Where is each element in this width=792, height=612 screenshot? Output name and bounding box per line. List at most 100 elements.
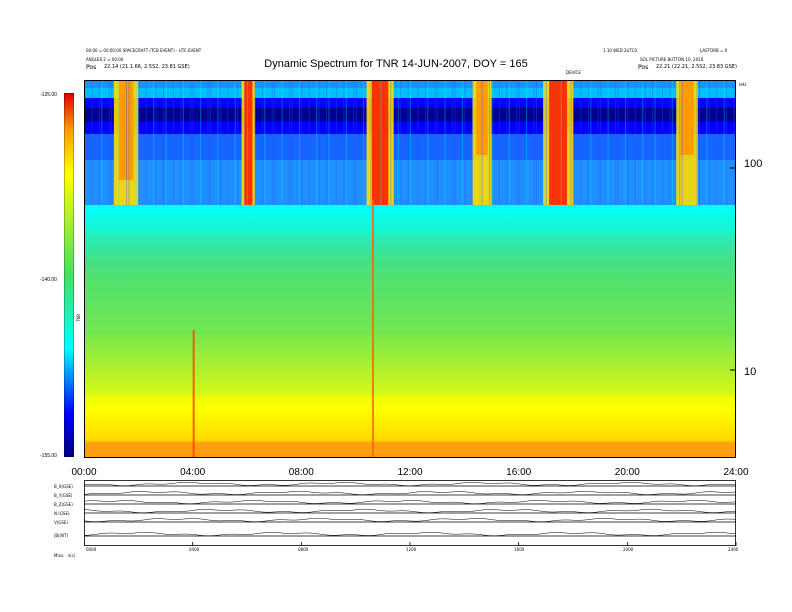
spectrum-band-2 [84,98,736,108]
x-tick-2: 08:00 [288,467,314,478]
upper-stripe-32 [261,80,263,205]
header-left-pos-value: 22.14 (21.1.66, 2.5S2, 23.81 GSE) [104,64,190,70]
upper-stripe-3 [101,80,103,205]
upper-stripe-74 [489,80,491,205]
panel-trace-1 [84,490,737,495]
upper-stripe-72 [479,80,481,205]
panel-label-3: N (GSE) [54,511,70,516]
panel-xtick-5: 2000 [623,547,634,552]
upper-stripe-15 [165,80,167,205]
upper-stripe-87 [560,80,562,205]
upper-stripe-16 [172,80,174,205]
upper-stripe-110 [681,80,683,205]
upper-stripe-90 [573,80,574,205]
upper-stripe-41 [308,80,310,205]
upper-stripe-37 [289,80,291,205]
upper-stripe-106 [661,80,663,205]
upper-stripe-39 [298,80,300,205]
upper-stripe-13 [155,80,157,205]
parameter-panels [84,480,737,546]
panel-trace-3 [84,508,737,514]
panel-trace-2 [84,499,737,505]
header-right-line2: SOL PICTURE BUTTON 10, 2010 [640,57,704,62]
upper-stripe-54 [380,80,382,205]
panel-xtick-1: 0400 [189,547,200,552]
upper-stripe-115 [708,80,710,205]
upper-stripe-101 [634,80,636,205]
upper-stripe-86 [553,80,555,205]
upper-stripe-47 [343,80,345,205]
upper-stripe-79 [516,80,518,205]
spike-0 [192,330,195,458]
x-tick-3: 12:00 [397,467,423,478]
upper-stripe-102 [642,80,644,205]
upper-stripe-103 [644,80,646,205]
spike-1 [371,200,374,458]
upper-stripe-60 [410,80,411,205]
upper-stripe-49 [353,80,355,205]
header-left-line1: 00:00 = 00:00:00 SPACECRAFT (TCB EVENT) … [86,48,202,53]
panel-label-1: B_Y(GSE) [54,493,73,498]
x-tick-5: 20:00 [614,467,640,478]
upper-stripe-93 [590,80,592,205]
upper-stripe-24 [217,80,219,205]
upper-stripe-64 [434,80,436,205]
upper-stripe-117 [723,80,725,205]
x-tick-6: 24:00 [723,467,749,478]
header-left-line2: ANGLES 2 = 00:00 [86,57,124,62]
upper-stripe-20 [192,80,194,205]
upper-stripe-14 [163,80,165,205]
upper-stripe-10 [138,80,140,205]
panel-xtick-3: 1200 [406,547,417,552]
upper-stripe-91 [580,80,582,205]
upper-stripe-68 [454,80,456,205]
upper-stripe-21 [200,80,202,205]
upper-stripe-67 [452,80,454,205]
colorbar-tick-max: -125.00 [40,92,57,98]
upper-stripe-45 [328,80,330,205]
colorbar-label: TNR [76,313,81,322]
upper-stripe-48 [345,80,347,205]
upper-stripe-89 [570,80,572,205]
upper-stripe-26 [227,80,229,205]
panel-xtick-6: 2400 [728,547,739,552]
panel-trace-0 [84,481,737,487]
upper-stripe-8 [128,80,130,205]
upper-stripe-78 [508,80,510,205]
upper-stripe-43 [318,80,320,205]
upper-stripe-7 [126,80,128,205]
upper-stripe-92 [587,80,589,205]
upper-stripe-2 [98,80,100,205]
panel-trace-5 [84,531,737,537]
upper-stripe-98 [617,80,619,205]
spectrogram [84,80,736,458]
upper-stripe-107 [669,80,671,205]
upper-stripe-104 [652,80,654,205]
upper-stripe-70 [464,80,466,205]
spectrum-band-6 [84,160,736,205]
upper-stripe-63 [427,80,429,205]
upper-stripe-73 [481,80,483,205]
upper-stripe-112 [696,80,698,205]
header-left-pos-label: Pos [86,64,97,71]
upper-stripe-52 [370,80,372,205]
burst-0-core [118,80,134,180]
upper-stripe-34 [271,80,273,205]
y-tick-10: 10 [744,366,757,378]
upper-stripe-4 [108,80,110,205]
upper-stripe-96 [607,80,609,205]
upper-stripe-75 [491,80,493,205]
x-tick-1: 04:00 [180,467,206,478]
upper-stripe-27 [234,80,236,205]
burst-2-core [371,80,389,205]
upper-stripe-22 [207,80,209,205]
spectrum-band-0 [84,80,736,88]
upper-stripe-84 [543,80,545,205]
burst-4-core [549,80,568,205]
y-tick-100: 100 [744,158,763,170]
upper-stripe-108 [671,80,673,205]
y-unit: kHz [739,82,747,87]
upper-stripe-88 [563,80,565,205]
upper-stripe-114 [706,80,708,205]
upper-stripe-55 [382,80,384,205]
